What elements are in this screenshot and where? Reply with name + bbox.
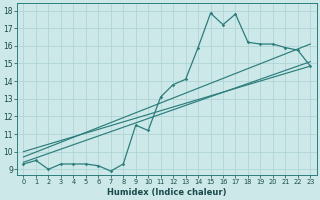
- X-axis label: Humidex (Indice chaleur): Humidex (Indice chaleur): [107, 188, 227, 197]
